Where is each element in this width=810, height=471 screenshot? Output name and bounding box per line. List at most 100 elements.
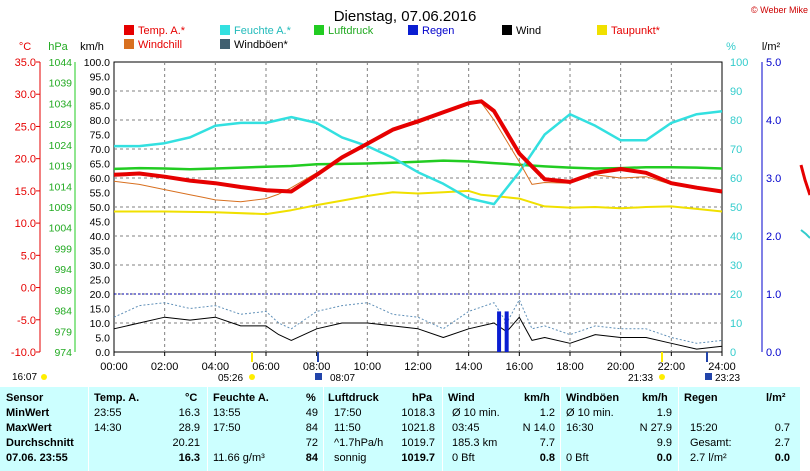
x-tick-label: 00:00 xyxy=(100,361,128,373)
table-cell: 1019.7 xyxy=(401,437,435,449)
table-column-separator xyxy=(88,387,89,471)
row-label: MinWert xyxy=(6,407,50,419)
table-row: 07.06. 23:55 16.3 11.66 g/m³ 84 sonnig 1019.7… xyxy=(0,451,800,466)
wind-tick-label: 20.0 xyxy=(90,289,111,301)
press-tick-label: 1039 xyxy=(49,78,73,90)
temp-tick-label: 5.0 xyxy=(21,250,36,262)
table-cell: Ø 10 min. xyxy=(566,407,614,419)
wind-tick-label: 5.0 xyxy=(95,333,110,345)
credit-text: © Weber Mike xyxy=(751,5,808,15)
header-press-unit: hPa xyxy=(412,392,433,404)
wind-tick-label: 100.0 xyxy=(84,57,110,69)
table-row: MinWert 23:55 16.3 13:55 49 17:50 1018.3 Ø 10 m… xyxy=(0,406,800,421)
x-tick-label: 12:00 xyxy=(404,361,432,373)
legend-swatch xyxy=(124,25,134,35)
legend-swatch xyxy=(124,39,134,49)
press-tick-label: 989 xyxy=(54,285,72,297)
press-tick-label: 1019 xyxy=(49,161,73,173)
hum-tick-label: 80 xyxy=(730,115,742,127)
table-row: MaxWert 14:30 28.9 17:50 84 11:50 1021.8 03:45 N… xyxy=(0,421,800,436)
hum-tick-label: 10 xyxy=(730,318,742,330)
x-tick-label: 16:00 xyxy=(506,361,534,373)
rain-unit: l/m² xyxy=(762,41,781,53)
temp-tick-label: 25.0 xyxy=(15,121,36,133)
temp-tick-label: 35.0 xyxy=(15,57,36,69)
wind-tick-label: 70.0 xyxy=(90,144,111,156)
wind-tick-label: 90.0 xyxy=(90,86,111,98)
table-cell: 1021.8 xyxy=(401,422,435,434)
edge-fragment xyxy=(799,164,810,196)
table-cell: 185.3 km xyxy=(452,437,498,449)
header-temp: Temp. A. xyxy=(94,392,140,404)
x-tick-label: 18:00 xyxy=(556,361,584,373)
header-wind: Wind xyxy=(448,392,475,404)
rain-bar xyxy=(497,311,502,352)
legend-label: Windböen* xyxy=(234,39,289,51)
header-hum: Feuchte A. xyxy=(213,392,269,404)
table-cell: 1019.7 xyxy=(401,452,435,464)
weather-chart: Dienstag, 07.06.2016 © Weber Mike 00:00 02:… xyxy=(11,5,810,384)
table-cell: 15:20 xyxy=(690,422,718,434)
rain-tick-label: 4.0 xyxy=(766,115,781,127)
series-taupunkt xyxy=(114,189,723,216)
wind-tick-label: 85.0 xyxy=(90,101,111,113)
sun-marker-label: 23:23 xyxy=(715,373,740,384)
table-column-separator xyxy=(678,387,679,471)
table-cell: 84 xyxy=(305,422,318,434)
legend-swatch xyxy=(220,25,230,35)
table-cell: 16.3 xyxy=(178,407,200,419)
hum-tick-label: 60 xyxy=(730,173,742,185)
press-tick-label: 1009 xyxy=(49,202,73,214)
table-cell: 1018.3 xyxy=(401,407,435,419)
sun-marker-label: 08:07 xyxy=(330,373,355,384)
x-tick-label: 04:00 xyxy=(202,361,230,373)
hum-tick-label: 0 xyxy=(730,347,736,359)
table-cell: 20.21 xyxy=(172,437,200,449)
legend-label: Feuchte A.* xyxy=(234,25,292,37)
table-cell: 0.8 xyxy=(539,452,555,464)
legend-swatch xyxy=(502,25,512,35)
wind-tick-label: 10.0 xyxy=(90,318,111,330)
header-temp-unit: °C xyxy=(185,392,198,404)
table-cell: Gesamt: xyxy=(690,437,732,449)
wind-tick-label: 30.0 xyxy=(90,260,111,272)
row-label: MaxWert xyxy=(6,422,52,434)
temp-tick-label: -5.0 xyxy=(17,315,36,327)
header-hum-unit: % xyxy=(306,392,316,404)
header-sensor: Sensor xyxy=(6,392,44,404)
moon-icon xyxy=(315,373,322,380)
sun-marker-label: 05:26 xyxy=(218,373,243,384)
legend-label: Luftdruck xyxy=(328,25,374,37)
table-cell: 0 Bft xyxy=(566,452,589,464)
table-row: Durchschnitt 20.21 72 ^1.7hPa/h 1019.7 185.3 … xyxy=(0,436,800,451)
rain-tick-label: 3.0 xyxy=(766,173,781,185)
wind-tick-label: 0.0 xyxy=(95,347,110,359)
table-column-separator xyxy=(442,387,443,471)
table-column-separator xyxy=(207,387,208,471)
table-cell: N 27.9 xyxy=(639,422,672,434)
table-cell: 84 xyxy=(305,452,318,464)
rain-tick-label: 5.0 xyxy=(766,57,781,69)
wind-tick-label: 40.0 xyxy=(90,231,111,243)
table-cell: 13:55 xyxy=(213,407,241,419)
wind-tick-label: 45.0 xyxy=(90,217,111,229)
table-cell: 17:50 xyxy=(334,407,362,419)
table-cell: 17:50 xyxy=(213,422,241,434)
table-cell: 1.2 xyxy=(539,407,555,419)
legend-label: Windchill xyxy=(138,39,182,51)
temp-tick-label: 10.0 xyxy=(15,218,36,230)
legend-label: Regen xyxy=(422,25,454,37)
press-tick-label: 1014 xyxy=(49,181,73,193)
press-tick-label: 994 xyxy=(54,264,72,276)
moon-icon xyxy=(705,373,712,380)
x-tick-label: 24:00 xyxy=(708,361,736,373)
table-cell: 16.3 xyxy=(178,452,200,464)
series-temp-a xyxy=(113,99,723,194)
sun-marker-label: 16:07 xyxy=(12,372,37,383)
table-cell: 1.9 xyxy=(656,407,672,419)
wind-tick-label: 60.0 xyxy=(90,173,111,185)
sun-marker-label: 21:33 xyxy=(628,373,653,384)
wind-unit: km/h xyxy=(80,41,104,53)
legend-label: Temp. A.* xyxy=(138,25,186,37)
header-wind-unit: km/h xyxy=(524,392,550,404)
